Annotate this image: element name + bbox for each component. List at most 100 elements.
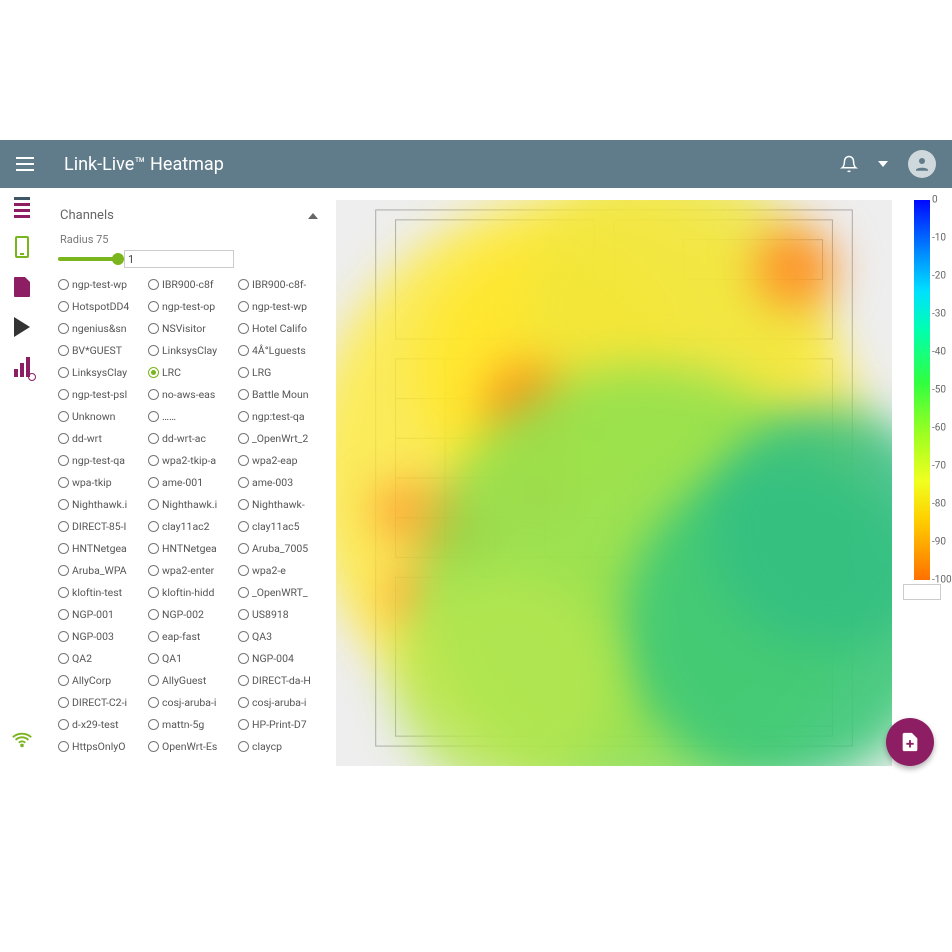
- channel-option[interactable]: LinksysClay: [58, 362, 146, 382]
- channel-option[interactable]: ngp-test-qa: [58, 450, 146, 470]
- channel-option[interactable]: wpa2-tkip-a: [148, 450, 236, 470]
- channel-option[interactable]: _OpenWrt_2: [238, 428, 326, 448]
- panel-header[interactable]: Channels: [58, 204, 326, 231]
- channel-option[interactable]: dd-wrt: [58, 428, 146, 448]
- channel-option[interactable]: ngp-test-wp: [58, 274, 146, 294]
- channel-option[interactable]: no-aws-eas: [148, 384, 236, 404]
- channel-option[interactable]: QA2: [58, 648, 146, 668]
- channel-option[interactable]: ngp-test-psl: [58, 384, 146, 404]
- channel-option[interactable]: Unknown: [58, 406, 146, 426]
- legend-tick: -70: [932, 461, 946, 472]
- channel-option[interactable]: cosj-aruba-i: [238, 692, 326, 712]
- channel-option[interactable]: LinksysClay: [148, 340, 236, 360]
- fab-add-button[interactable]: [886, 718, 934, 766]
- radio-icon: [58, 565, 69, 576]
- channel-option[interactable]: eap-fast: [148, 626, 236, 646]
- channel-option[interactable]: OpenWrt-Es: [148, 736, 236, 756]
- channel-option[interactable]: NGP-002: [148, 604, 236, 624]
- channel-option[interactable]: Hotel Califo: [238, 318, 326, 338]
- channel-label: wpa-tkip: [72, 476, 112, 489]
- channel-option[interactable]: LRC: [148, 362, 236, 382]
- channel-option[interactable]: wpa-tkip: [58, 472, 146, 492]
- channel-option[interactable]: ngp:test-qa: [238, 406, 326, 426]
- channel-option[interactable]: HotspotDD4: [58, 296, 146, 316]
- channel-option[interactable]: kloftin-hidd: [148, 582, 236, 602]
- channel-option[interactable]: clay11ac2: [148, 516, 236, 536]
- radio-icon: [148, 345, 159, 356]
- channel-option[interactable]: BV*GUEST: [58, 340, 146, 360]
- heat-blob: [755, 228, 835, 308]
- channel-option[interactable]: wpa2-enter: [148, 560, 236, 580]
- channel-option[interactable]: ngenius&sn: [58, 318, 146, 338]
- heatmap-canvas[interactable]: [336, 200, 892, 766]
- chevron-up-icon[interactable]: [308, 213, 318, 219]
- left-rail: [0, 188, 44, 764]
- channel-option[interactable]: clay11ac5: [238, 516, 326, 536]
- rail-file-icon[interactable]: [11, 276, 33, 298]
- channel-option[interactable]: NGP-004: [238, 648, 326, 668]
- channel-option[interactable]: d-x29-test: [58, 714, 146, 734]
- channel-option[interactable]: IBR900-c8f-: [238, 274, 326, 294]
- channel-label: ngp-test-qa: [72, 454, 125, 467]
- channel-option[interactable]: wpa2-e: [238, 560, 326, 580]
- radio-icon: [58, 609, 69, 620]
- radio-icon: [58, 279, 69, 290]
- channel-option[interactable]: LRG: [238, 362, 326, 382]
- channel-option[interactable]: _OpenWRT_: [238, 582, 326, 602]
- rail-analytics-icon[interactable]: [11, 356, 33, 378]
- channel-option[interactable]: US8918: [238, 604, 326, 624]
- channel-option[interactable]: Nighthawk-: [238, 494, 326, 514]
- avatar[interactable]: [908, 150, 936, 178]
- dropdown-caret-icon[interactable]: [878, 161, 888, 167]
- channel-option[interactable]: ngp-test-wp: [238, 296, 326, 316]
- channel-option[interactable]: NGP-001: [58, 604, 146, 624]
- channel-option[interactable]: mattn-5g: [148, 714, 236, 734]
- legend-input[interactable]: [903, 584, 941, 600]
- channel-option[interactable]: Aruba_WPA: [58, 560, 146, 580]
- radio-icon: [58, 411, 69, 422]
- channel-option[interactable]: claycp: [238, 736, 326, 756]
- channel-label: kloftin-test: [72, 586, 122, 599]
- channel-option[interactable]: 4Å°Lguests: [238, 340, 326, 360]
- channel-option[interactable]: QA3: [238, 626, 326, 646]
- rail-play-icon[interactable]: [11, 316, 33, 338]
- menu-icon[interactable]: [16, 157, 40, 171]
- radius-slider[interactable]: [58, 257, 118, 261]
- channel-option[interactable]: ame-003: [238, 472, 326, 492]
- channel-option[interactable]: ame-001: [148, 472, 236, 492]
- radius-input[interactable]: [124, 250, 234, 268]
- channel-option[interactable]: DIRECT-da-H: [238, 670, 326, 690]
- channel-option[interactable]: HNTNetgea: [58, 538, 146, 558]
- channel-option[interactable]: ngp-test-op: [148, 296, 236, 316]
- channel-option[interactable]: QA1: [148, 648, 236, 668]
- channel-option[interactable]: Nighthawk.i: [148, 494, 236, 514]
- channel-option[interactable]: Battle Moun: [238, 384, 326, 404]
- rail-list-icon[interactable]: [11, 196, 33, 218]
- channel-option[interactable]: NSVisitor: [148, 318, 236, 338]
- channel-label: AllyGuest: [162, 674, 206, 687]
- channel-option[interactable]: dd-wrt-ac: [148, 428, 236, 448]
- channel-option[interactable]: IBR900-c8f: [148, 274, 236, 294]
- radio-icon: [58, 521, 69, 532]
- channel-option[interactable]: NGP-003: [58, 626, 146, 646]
- channel-label: ngp-test-psl: [72, 388, 127, 401]
- rail-wifi-icon[interactable]: [11, 728, 33, 754]
- channel-option[interactable]: HttpsOnlyO: [58, 736, 146, 756]
- channel-label: DIRECT-C2-i: [72, 696, 127, 709]
- channel-option[interactable]: DIRECT-C2-i: [58, 692, 146, 712]
- channel-option[interactable]: HNTNetgea: [148, 538, 236, 558]
- channel-option[interactable]: Aruba_7005: [238, 538, 326, 558]
- channel-option[interactable]: wpa2-eap: [238, 450, 326, 470]
- radio-icon: [58, 301, 69, 312]
- channel-option[interactable]: AllyCorp: [58, 670, 146, 690]
- channel-option[interactable]: cosj-aruba-i: [148, 692, 236, 712]
- channel-option[interactable]: Nighthawk.i: [58, 494, 146, 514]
- channel-option[interactable]: DIRECT-85-I: [58, 516, 146, 536]
- channel-option[interactable]: HP-Print-D7: [238, 714, 326, 734]
- channel-option[interactable]: AllyGuest: [148, 670, 236, 690]
- channel-option[interactable]: ……: [148, 406, 236, 426]
- bell-icon[interactable]: [840, 155, 858, 173]
- channel-option[interactable]: kloftin-test: [58, 582, 146, 602]
- rail-device-icon[interactable]: [11, 236, 33, 258]
- legend-tick: -20: [932, 271, 946, 282]
